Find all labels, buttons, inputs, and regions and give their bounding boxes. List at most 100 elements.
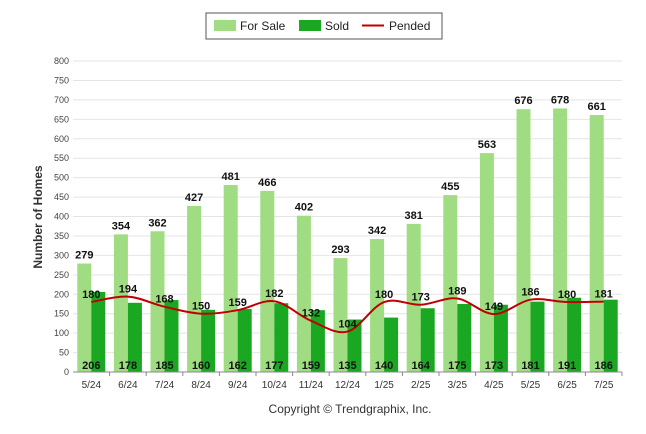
- label-pended: 180: [558, 289, 576, 301]
- bar-sold: [603, 299, 618, 372]
- label-for-sale: 279: [75, 250, 93, 262]
- bar-for-sale: [406, 223, 421, 372]
- bar-sold: [91, 291, 106, 372]
- label-pended: 168: [155, 294, 173, 306]
- label-for-sale: 676: [514, 95, 532, 107]
- bar-sold: [274, 303, 289, 372]
- x-tick-label: 9/24: [228, 380, 248, 391]
- y-tick-label: 300: [54, 250, 69, 260]
- y-tick-label: 250: [54, 270, 69, 280]
- bar-for-sale: [260, 190, 275, 372]
- label-for-sale: 402: [295, 202, 313, 214]
- x-tick-label: 6/24: [118, 380, 138, 391]
- label-sold: 191: [558, 360, 576, 372]
- y-tick-label: 600: [54, 134, 69, 144]
- label-sold: 135: [338, 360, 356, 372]
- y-tick-label: 400: [54, 212, 69, 222]
- label-for-sale: 427: [185, 192, 203, 204]
- label-for-sale: 563: [478, 139, 496, 151]
- bars: [77, 108, 618, 373]
- legend-box: [205, 12, 443, 40]
- bar-sold: [457, 303, 472, 372]
- y-tick-label: 150: [54, 309, 69, 319]
- label-for-sale: 481: [222, 171, 240, 183]
- bar-sold: [420, 308, 435, 372]
- y-tick-label: 350: [54, 231, 69, 241]
- label-sold: 181: [521, 360, 539, 372]
- x-tick-label: 7/24: [155, 380, 175, 391]
- label-pended: 149: [485, 301, 503, 313]
- x-tick-label: 3/25: [448, 380, 468, 391]
- y-axis-ticks: 0 50 100 150 200 250 300 350 400 450 500 550 600 650 7…: [54, 56, 69, 377]
- y-tick-label: 700: [54, 95, 69, 105]
- label-for-sale: 354: [112, 220, 131, 232]
- bar-sold: [493, 304, 508, 372]
- bar-for-sale: [443, 195, 458, 372]
- bar-for-sale: [187, 206, 202, 372]
- y-tick-label: 550: [54, 153, 69, 163]
- bar-for-sale: [589, 115, 604, 372]
- bar-for-sale: [113, 234, 128, 372]
- x-tick-label: 5/25: [521, 380, 541, 391]
- y-axis-label: Number of Homes: [31, 165, 45, 269]
- pended-line-path: [91, 295, 604, 334]
- data-labels: 279 180 206 354 194 178 362 168 185 427 150 160 481 1…: [75, 94, 613, 372]
- x-tick-label: 10/24: [262, 380, 287, 391]
- label-pended: 159: [229, 297, 247, 309]
- bar-sold: [164, 300, 179, 372]
- y-tick-label: 750: [54, 75, 69, 85]
- label-sold: 159: [302, 360, 320, 372]
- legend: For Sale Sold Pended: [205, 12, 443, 40]
- pended-line: [91, 295, 604, 334]
- x-tick-label: 12/24: [335, 380, 360, 391]
- bar-sold: [530, 301, 545, 372]
- x-tick-label: 5/24: [82, 380, 102, 391]
- y-tick-label: 100: [54, 328, 69, 338]
- label-pended: 180: [375, 289, 393, 301]
- label-pended: 132: [302, 308, 320, 320]
- bar-sold: [384, 317, 399, 372]
- bar-for-sale: [77, 263, 92, 372]
- legend-label-sold: Sold: [325, 19, 349, 33]
- label-sold: 164: [412, 360, 431, 372]
- bar-sold: [237, 309, 252, 372]
- label-pended: 173: [412, 292, 430, 304]
- y-tick-label: 650: [54, 114, 69, 124]
- label-sold: 177: [265, 360, 283, 372]
- bar-for-sale: [553, 108, 568, 373]
- bar-for-sale: [479, 153, 494, 372]
- x-tick-label: 1/25: [374, 380, 394, 391]
- bar-sold: [567, 297, 582, 372]
- y-tick-label: 500: [54, 173, 69, 183]
- x-tick-label: 11/24: [299, 380, 324, 391]
- label-for-sale: 293: [331, 244, 349, 256]
- label-pended: 186: [521, 287, 539, 299]
- y-tick-label: 450: [54, 192, 69, 202]
- label-sold: 162: [229, 360, 247, 372]
- label-pended: 150: [192, 301, 210, 313]
- legend-swatch-sold: [299, 20, 321, 31]
- x-tick-label: 6/25: [557, 380, 577, 391]
- y-tick-label: 50: [59, 348, 69, 358]
- y-tick-label: 200: [54, 289, 69, 299]
- label-for-sale: 455: [441, 181, 459, 193]
- label-sold: 186: [595, 360, 613, 372]
- bar-sold: [201, 309, 216, 372]
- label-pended: 104: [338, 319, 357, 331]
- x-axis-ticks: 5/24 6/24 7/24 8/24 9/24 10/24 11/24 12/24 1/25 2…: [82, 372, 623, 391]
- label-sold: 175: [448, 360, 466, 372]
- bar-for-sale: [296, 215, 311, 372]
- bar-for-sale: [516, 109, 531, 372]
- legend-swatch-for-sale: [214, 20, 236, 31]
- label-sold: 140: [375, 360, 393, 372]
- copyright-text: Copyright © Trendgraphix, Inc.: [269, 402, 432, 416]
- label-sold: 160: [192, 360, 210, 372]
- label-sold: 185: [155, 360, 173, 372]
- label-pended: 182: [265, 288, 283, 300]
- x-tick-label: 8/24: [191, 380, 211, 391]
- y-tick-label: 0: [64, 367, 69, 377]
- label-pended: 180: [82, 289, 100, 301]
- bar-for-sale: [150, 231, 165, 372]
- bar-sold: [347, 319, 362, 372]
- label-for-sale: 661: [588, 101, 606, 113]
